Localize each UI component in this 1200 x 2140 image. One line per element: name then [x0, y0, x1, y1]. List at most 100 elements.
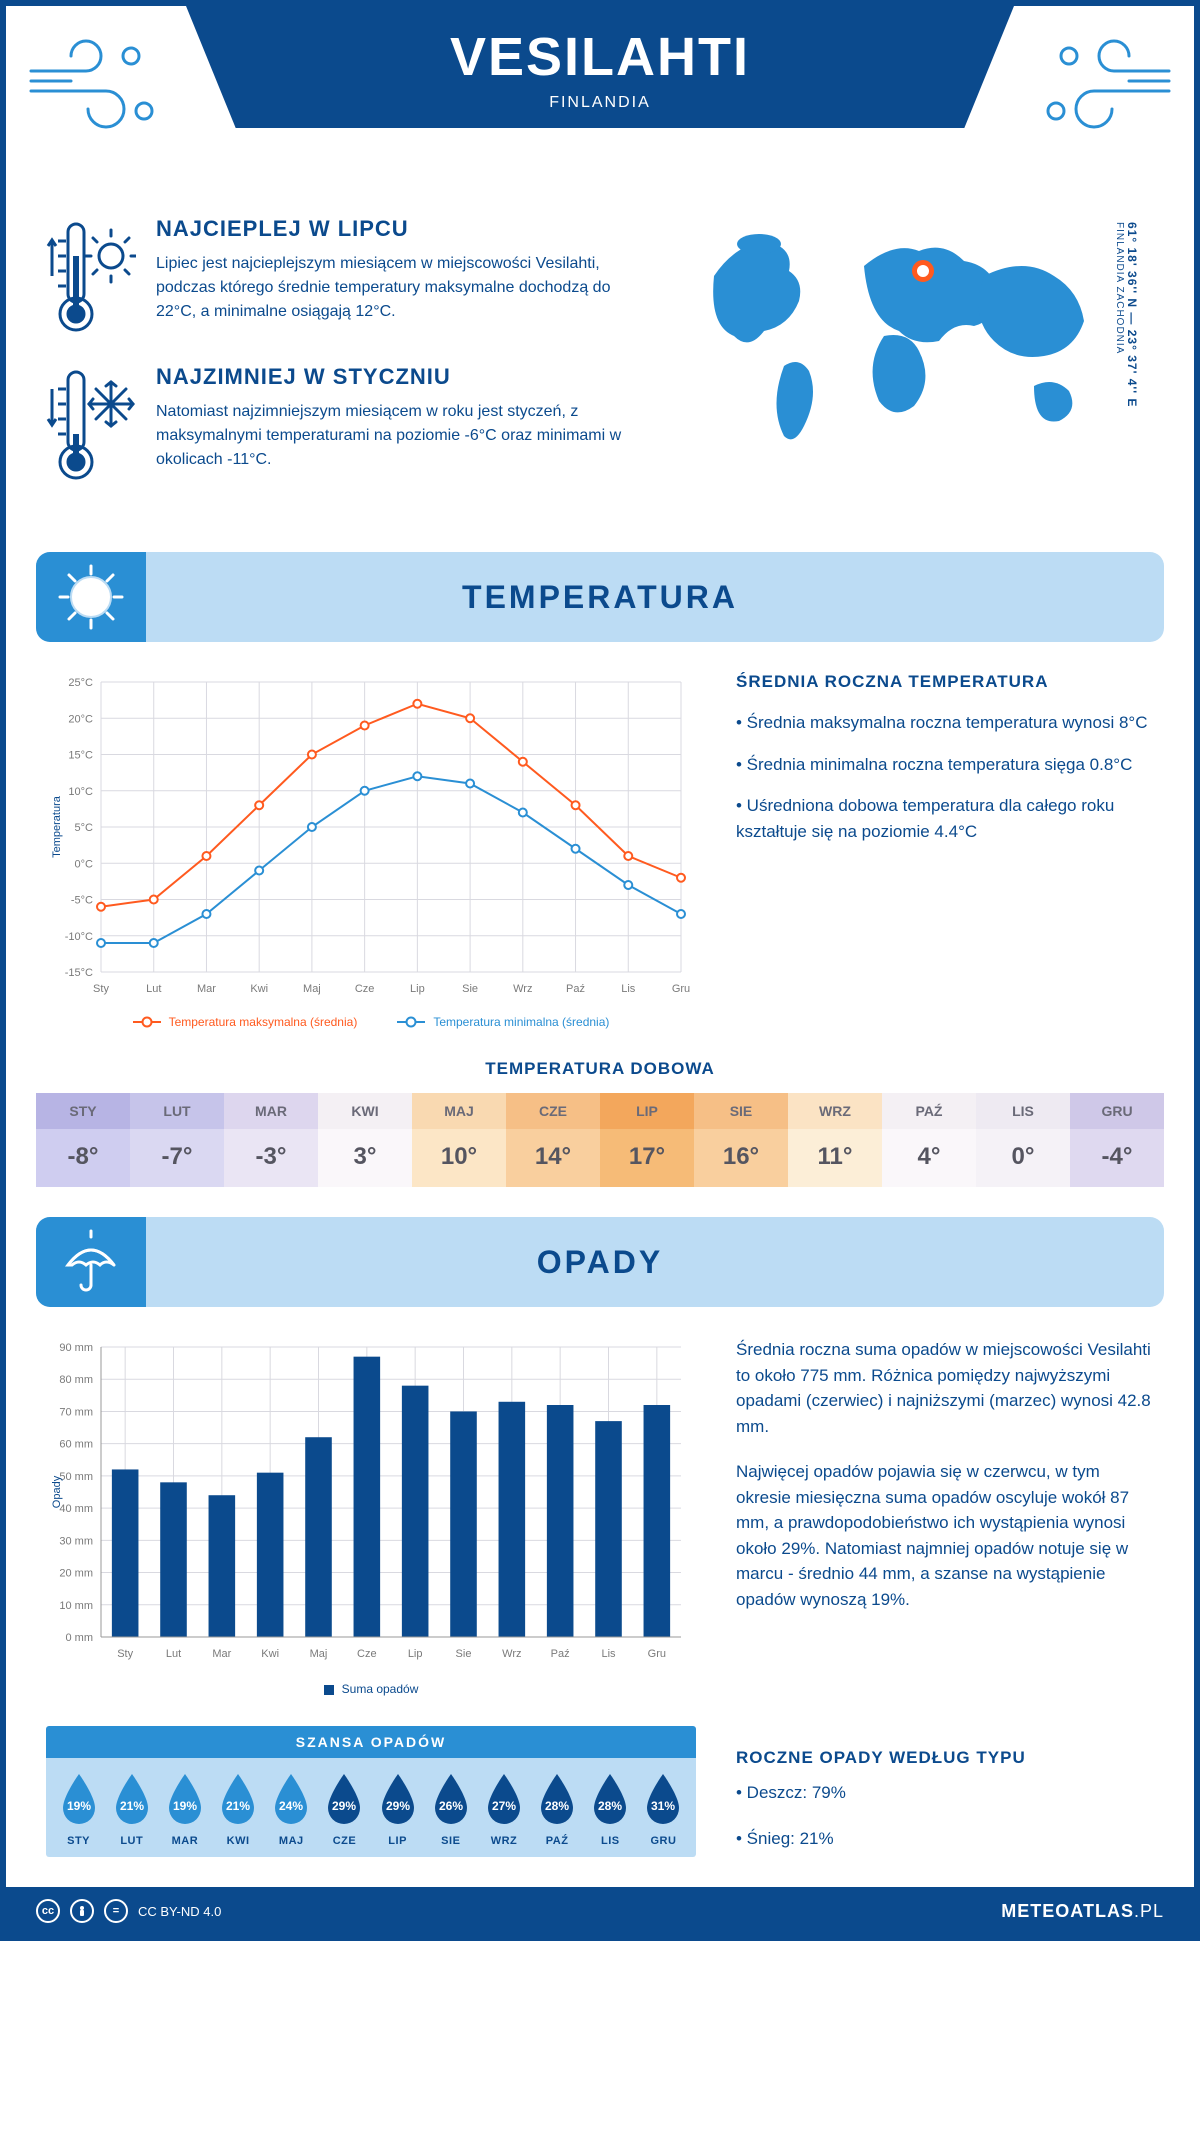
precipitation-section-header: OPADY: [36, 1217, 1164, 1307]
chance-drop: 28% LIS: [584, 1772, 637, 1847]
temperature-section-header: TEMPERATURA: [36, 552, 1164, 642]
svg-text:40 mm: 40 mm: [59, 1503, 93, 1515]
svg-text:Mar: Mar: [212, 1648, 231, 1660]
svg-text:19%: 19%: [67, 1799, 91, 1813]
umbrella-icon: [36, 1217, 146, 1307]
svg-text:Wrz: Wrz: [502, 1648, 521, 1660]
daily-temp-cell: CZE 14°: [506, 1093, 600, 1187]
chance-drop: 21% LUT: [105, 1772, 158, 1847]
svg-text:28%: 28%: [545, 1799, 569, 1813]
svg-text:24%: 24%: [279, 1799, 303, 1813]
daily-temp-cell: MAR -3°: [224, 1093, 318, 1187]
precipitation-bar-chart: 0 mm10 mm20 mm30 mm40 mm50 mm60 mm70 mm8…: [46, 1337, 696, 1696]
warmest-text: Lipiec jest najcieplejszym miesiącem w m…: [156, 252, 654, 324]
svg-text:Lip: Lip: [408, 1648, 423, 1660]
daily-temp-heading: TEMPERATURA DOBOWA: [6, 1059, 1194, 1079]
daily-temp-cell: LIS 0°: [976, 1093, 1070, 1187]
svg-text:Cze: Cze: [357, 1648, 377, 1660]
svg-text:-5°C: -5°C: [71, 895, 93, 907]
thermometer-cold-icon: [46, 364, 136, 484]
page-title: VESILAHTI: [186, 26, 1014, 88]
daily-temp-cell: PAŹ 4°: [882, 1093, 976, 1187]
svg-text:-10°C: -10°C: [65, 931, 93, 943]
svg-text:60 mm: 60 mm: [59, 1439, 93, 1451]
nd-icon: =: [104, 1899, 128, 1923]
daily-temp-cell: KWI 3°: [318, 1093, 412, 1187]
svg-text:Kwi: Kwi: [261, 1648, 279, 1660]
svg-text:50 mm: 50 mm: [59, 1471, 93, 1483]
svg-text:Gru: Gru: [672, 983, 690, 995]
coldest-block: NAJZIMNIEJ W STYCZNIU Natomiast najzimni…: [46, 364, 654, 484]
svg-text:-15°C: -15°C: [65, 967, 93, 979]
svg-text:Sty: Sty: [117, 1648, 133, 1660]
precip-p2: Najwięcej opadów pojawia się w czerwcu, …: [736, 1459, 1154, 1612]
daily-temp-cell: LIP 17°: [600, 1093, 694, 1187]
chance-drop: 19% MAR: [158, 1772, 211, 1847]
svg-text:Lis: Lis: [601, 1648, 616, 1660]
precip-chance-heading: SZANSA OPADÓW: [46, 1726, 696, 1758]
footer: cc = CC BY-ND 4.0 METEOATLAS.PL: [6, 1887, 1194, 1935]
world-map: [684, 216, 1114, 456]
chance-drop: 28% PAŹ: [531, 1772, 584, 1847]
svg-text:Lut: Lut: [166, 1648, 181, 1660]
svg-text:29%: 29%: [332, 1799, 356, 1813]
precip-type-heading: ROCZNE OPADY WEDŁUG TYPU: [736, 1748, 1154, 1768]
temp-bullet: • Średnia maksymalna roczna temperatura …: [736, 710, 1154, 736]
svg-text:31%: 31%: [651, 1799, 675, 1813]
coldest-title: NAJZIMNIEJ W STYCZNIU: [156, 364, 654, 390]
daily-temp-cell: WRZ 11°: [788, 1093, 882, 1187]
precip-type-item: • Deszcz: 79%: [736, 1780, 1154, 1806]
brand-light: .PL: [1134, 1901, 1164, 1921]
daily-temp-cell: GRU -4°: [1070, 1093, 1164, 1187]
sun-icon: [36, 552, 146, 642]
svg-text:28%: 28%: [598, 1799, 622, 1813]
svg-text:Paź: Paź: [551, 1648, 570, 1660]
chance-drop: 29% LIP: [371, 1772, 424, 1847]
location-marker: [912, 260, 934, 282]
coords-value: 61° 18' 36'' N — 23° 37' 4'' E: [1125, 222, 1139, 407]
page-subtitle: FINLANDIA: [186, 94, 1014, 112]
chance-drop: 19% STY: [52, 1772, 105, 1847]
precip-chance-panel: SZANSA OPADÓW 19% STY 21% LUT 19% MAR 21…: [46, 1726, 696, 1857]
brand: METEOATLAS.PL: [1001, 1901, 1164, 1922]
temperature-summary: ŚREDNIA ROCZNA TEMPERATURA • Średnia mak…: [736, 672, 1154, 1029]
by-icon: [70, 1899, 94, 1923]
svg-text:19%: 19%: [173, 1799, 197, 1813]
svg-text:Sty: Sty: [93, 983, 109, 995]
chance-drop: 31% GRU: [637, 1772, 690, 1847]
svg-text:29%: 29%: [386, 1799, 410, 1813]
temperature-line-chart: -15°C-10°C-5°C0°C5°C10°C15°C20°C25°CStyL…: [46, 672, 696, 1029]
map-column: 61° 18' 36'' N — 23° 37' 4'' E FINLANDIA…: [684, 216, 1154, 512]
svg-text:5°C: 5°C: [75, 822, 94, 834]
temperature-heading: TEMPERATURA: [462, 579, 738, 616]
svg-text:Maj: Maj: [310, 1648, 328, 1660]
temperature-content: -15°C-10°C-5°C0°C5°C10°C15°C20°C25°CStyL…: [6, 652, 1194, 1039]
svg-text:30 mm: 30 mm: [59, 1535, 93, 1547]
svg-text:Wrz: Wrz: [513, 983, 532, 995]
svg-text:Mar: Mar: [197, 983, 216, 995]
svg-text:Cze: Cze: [355, 983, 375, 995]
cc-icon: cc: [36, 1899, 60, 1923]
svg-text:Temperatura: Temperatura: [51, 795, 63, 858]
svg-text:Sie: Sie: [456, 1648, 472, 1660]
temp-bullet: • Średnia minimalna roczna temperatura s…: [736, 752, 1154, 778]
warmest-block: NAJCIEPLEJ W LIPCU Lipiec jest najcieple…: [46, 216, 654, 336]
svg-text:0 mm: 0 mm: [66, 1632, 94, 1644]
svg-text:20 mm: 20 mm: [59, 1568, 93, 1580]
svg-text:90 mm: 90 mm: [59, 1342, 93, 1354]
legend-max: Temperatura maksymalna (średnia): [169, 1015, 358, 1029]
svg-text:Kwi: Kwi: [250, 983, 268, 995]
precip-p1: Średnia roczna suma opadów w miejscowośc…: [736, 1337, 1154, 1439]
svg-text:26%: 26%: [439, 1799, 463, 1813]
license-text: CC BY-ND 4.0: [138, 1904, 221, 1919]
coords-region: FINLANDIA ZACHODNIA: [1114, 222, 1125, 354]
wind-icon-left: [26, 26, 166, 146]
daily-temp-table: STY -8°LUT -7°MAR -3°KWI 3°MAJ 10°CZE 14…: [36, 1093, 1164, 1187]
precip-type-item: • Śnieg: 21%: [736, 1826, 1154, 1852]
svg-text:Gru: Gru: [648, 1648, 666, 1660]
title-banner: VESILAHTI FINLANDIA: [186, 6, 1014, 128]
svg-text:20°C: 20°C: [68, 713, 93, 725]
avg-temp-heading: ŚREDNIA ROCZNA TEMPERATURA: [736, 672, 1154, 692]
brand-bold: METEOATLAS: [1001, 1901, 1134, 1921]
svg-text:21%: 21%: [226, 1799, 250, 1813]
